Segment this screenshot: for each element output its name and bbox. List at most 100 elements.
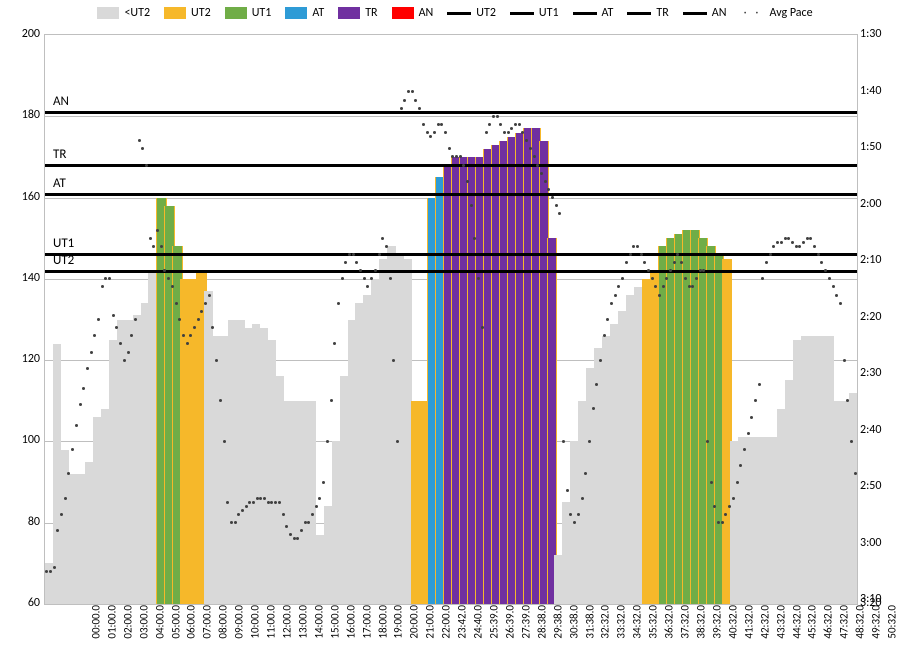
pace-dot [621,277,624,280]
y-right-tick: 2:50 [860,479,881,493]
pace-dot [437,123,440,126]
pace-dot [407,90,410,93]
pace-dot [403,99,406,102]
left-axis: 6080100120140160180200 [0,34,42,603]
pace-dot [282,513,285,516]
pace-dot [152,245,155,248]
y-left-tick: 100 [22,433,40,447]
pace-dot [747,432,750,435]
x-tick: 05:00.0 [169,605,182,639]
y-left-tick: 140 [22,271,40,285]
y-right-tick: 2:20 [860,310,881,324]
x-tick: 21:00.0 [424,605,437,639]
y-right-tick: 2:10 [860,253,881,267]
pace-dot [551,196,554,199]
x-tick: 12:00.0 [281,605,294,639]
pace-dot [104,277,107,280]
pace-dot [440,123,443,126]
legend-item: AN [683,6,727,20]
pace-dot [141,147,144,150]
pace-dot [101,285,104,288]
x-tick: 45:32.0 [806,605,819,639]
pace-dot [197,318,200,321]
x-tick: 30:38.0 [567,605,580,639]
pace-dot [337,302,340,305]
pace-dot [75,424,78,427]
x-tick: 06:00.0 [185,605,198,639]
y-right-tick: 2:30 [860,366,881,380]
pace-dot [798,245,801,248]
x-tick: 26:39.0 [504,605,517,639]
pace-dot [392,359,395,362]
pace-dot [629,253,632,256]
x-tick: 50:32.0 [886,605,899,639]
x-tick: 36:32.0 [663,605,676,639]
pace-dot [241,509,244,512]
pace-dot [344,261,347,264]
pace-dot [820,261,823,264]
pace-dot [835,294,838,297]
x-tick: 11:00.0 [265,605,278,639]
pace-dot [673,261,676,264]
pace-dot [318,497,321,500]
x-tick: 31:38.0 [583,605,596,639]
pace-dot [839,302,842,305]
pace-dot [304,521,307,524]
pace-dot [426,131,429,134]
pace-dot [787,237,790,240]
pace-dot [832,285,835,288]
x-tick: 15:00.0 [328,605,341,639]
x-tick: 33:32.0 [615,605,628,639]
legend-item: UT1 [225,6,272,20]
y-right-tick: 2:40 [860,423,881,437]
pace-dot [588,440,591,443]
x-tick: 40:32.0 [726,605,739,639]
legend-item: TR [627,6,668,20]
pace-dot [514,123,517,126]
pace-dot [211,326,214,329]
x-tick: 35:32.0 [647,605,660,639]
pace-dot [485,131,488,134]
pace-dot [267,501,270,504]
pace-dot [127,351,130,354]
pace-dot [769,253,772,256]
pace-dot [843,359,846,362]
y-left-tick: 80 [28,515,40,529]
legend-item: AT [573,6,614,20]
y-left-tick: 160 [22,190,40,204]
right-axis: 1:301:401:502:002:102:202:302:402:503:00… [858,34,910,603]
legend-item: · ·Avg Pace [740,6,812,20]
legend-item: TR [338,6,377,20]
x-tick: 10:00.0 [249,605,262,639]
pace-dot [599,359,602,362]
legend-item: UT2 [447,6,496,20]
y-right-tick: 1:30 [860,27,881,41]
pace-dot [761,277,764,280]
pace-dot [603,334,606,337]
pace-dot [245,505,248,508]
pace-dot [352,253,355,256]
pace-dot [536,164,539,167]
pace-dot [743,448,746,451]
pace-dot [414,99,417,102]
pace-dot [160,245,163,248]
pace-dot [736,481,739,484]
pace-dot [510,127,513,130]
x-tick: 32:32.0 [599,605,612,639]
pace-dot [732,497,735,500]
pace-dot [175,302,178,305]
pace-dot [488,123,491,126]
pace-dot [581,497,584,500]
pace-dot [643,261,646,264]
legend-item: AT [285,6,324,20]
pace-dot [470,204,473,207]
y-right-tick: 3:00 [860,536,881,550]
zone-line-ut2 [45,270,857,273]
hr-zone-chart: <UT2UT2UT1ATTRANUT2UT1ATTRAN· ·Avg Pace … [0,0,910,661]
pace-dot [400,107,403,110]
zone-line-ut1 [45,253,857,256]
pace-dot [123,359,126,362]
y-right-tick: 2:00 [860,197,881,211]
pace-dot [86,367,89,370]
pace-dot [617,285,620,288]
